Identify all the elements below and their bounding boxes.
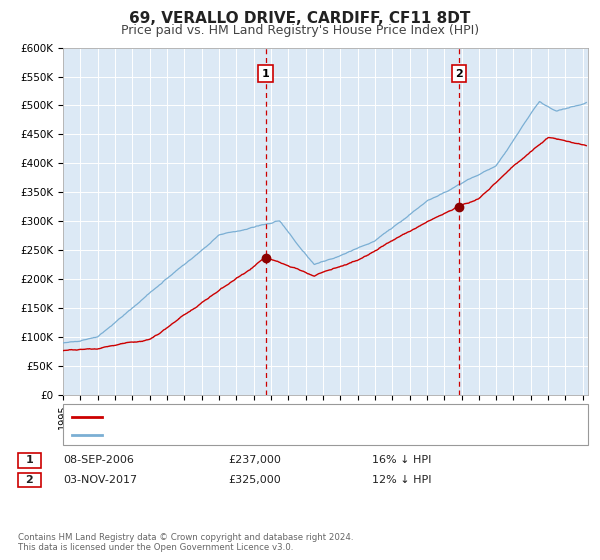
Text: 2: 2 (455, 69, 463, 78)
Text: This data is licensed under the Open Government Licence v3.0.: This data is licensed under the Open Gov… (18, 543, 293, 552)
Text: 08-SEP-2006: 08-SEP-2006 (63, 455, 134, 465)
Text: £237,000: £237,000 (228, 455, 281, 465)
Text: 12% ↓ HPI: 12% ↓ HPI (372, 475, 431, 485)
Text: 69, VERALLO DRIVE, CARDIFF, CF11 8DT: 69, VERALLO DRIVE, CARDIFF, CF11 8DT (130, 11, 470, 26)
Text: 69, VERALLO DRIVE, CARDIFF, CF11 8DT (detached house): 69, VERALLO DRIVE, CARDIFF, CF11 8DT (de… (108, 412, 413, 422)
Text: 16% ↓ HPI: 16% ↓ HPI (372, 455, 431, 465)
Text: 1: 1 (26, 455, 33, 465)
Text: £325,000: £325,000 (228, 475, 281, 485)
Text: 2: 2 (26, 475, 33, 485)
Text: 03-NOV-2017: 03-NOV-2017 (63, 475, 137, 485)
Text: HPI: Average price, detached house, Cardiff: HPI: Average price, detached house, Card… (108, 430, 336, 440)
Text: Price paid vs. HM Land Registry's House Price Index (HPI): Price paid vs. HM Land Registry's House … (121, 24, 479, 36)
Text: Contains HM Land Registry data © Crown copyright and database right 2024.: Contains HM Land Registry data © Crown c… (18, 533, 353, 542)
Text: 1: 1 (262, 69, 269, 78)
